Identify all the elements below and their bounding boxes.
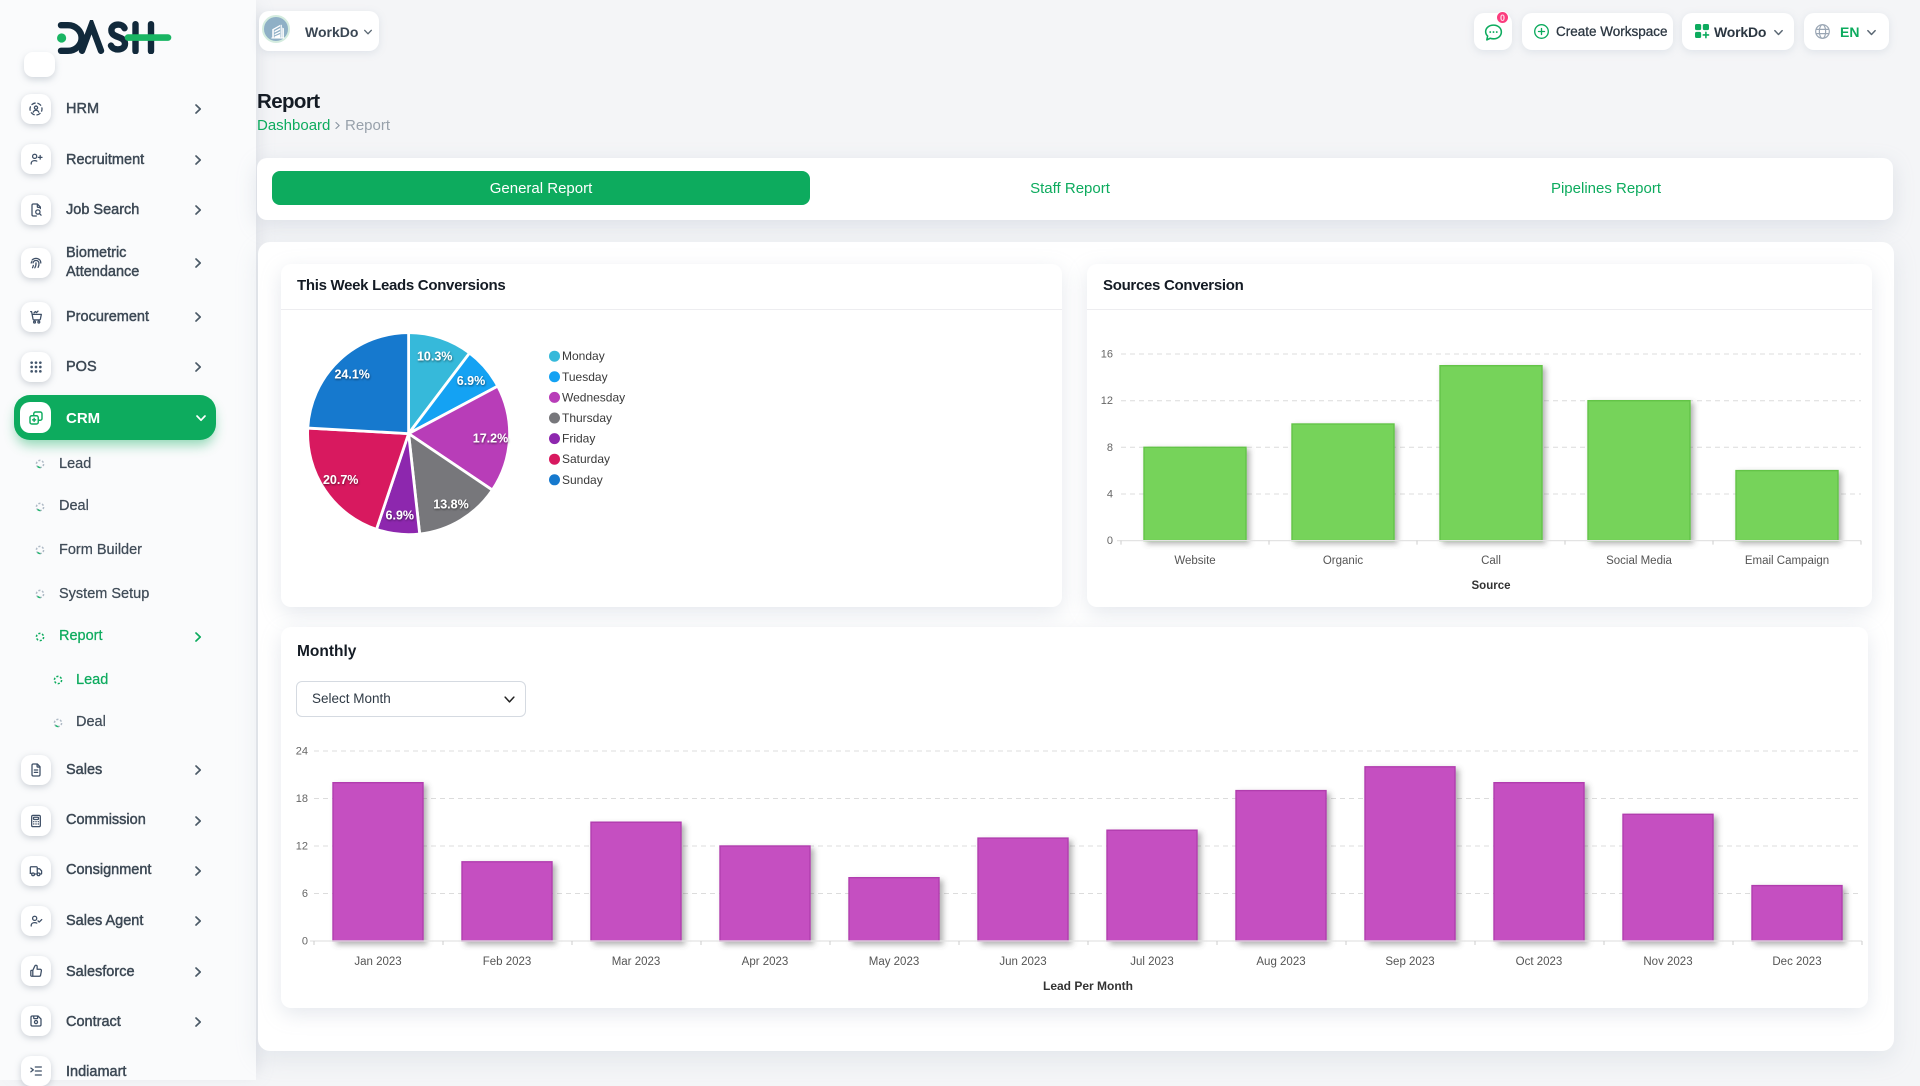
svg-text:May 2023: May 2023: [869, 956, 920, 968]
svg-text:Mar 2023: Mar 2023: [612, 956, 661, 968]
svg-text:16: 16: [1101, 349, 1113, 361]
svg-text:Jul 2023: Jul 2023: [1130, 956, 1173, 968]
svg-text:Friday: Friday: [562, 432, 595, 446]
svg-text:12: 12: [296, 841, 308, 853]
svg-text:12: 12: [1101, 395, 1113, 407]
svg-text:Lead Per Month: Lead Per Month: [1043, 979, 1133, 993]
svg-text:Tuesday: Tuesday: [562, 370, 608, 384]
svg-text:4: 4: [1107, 489, 1113, 501]
svg-text:Feb 2023: Feb 2023: [483, 956, 532, 968]
svg-text:20.7%: 20.7%: [323, 473, 358, 487]
svg-text:Thursday: Thursday: [562, 411, 612, 425]
svg-text:Call: Call: [1481, 555, 1501, 567]
svg-text:Oct 2023: Oct 2023: [1516, 956, 1563, 968]
svg-text:Dec 2023: Dec 2023: [1772, 956, 1821, 968]
svg-text:0: 0: [302, 936, 308, 948]
svg-text:Saturday: Saturday: [562, 452, 610, 466]
svg-text:6.9%: 6.9%: [457, 374, 486, 388]
svg-text:Social Media: Social Media: [1606, 555, 1672, 567]
svg-text:10.3%: 10.3%: [417, 349, 452, 363]
svg-text:Website: Website: [1174, 555, 1215, 567]
svg-text:8: 8: [1107, 442, 1113, 454]
svg-text:Jun 2023: Jun 2023: [999, 956, 1046, 968]
svg-text:13.8%: 13.8%: [433, 497, 468, 511]
svg-text:6: 6: [302, 888, 308, 900]
svg-text:Sep 2023: Sep 2023: [1385, 956, 1434, 968]
svg-text:Apr 2023: Apr 2023: [742, 956, 789, 968]
svg-text:Organic: Organic: [1323, 555, 1364, 567]
svg-text:Aug 2023: Aug 2023: [1256, 956, 1305, 968]
svg-text:Sunday: Sunday: [562, 473, 603, 487]
svg-text:0: 0: [1107, 535, 1113, 547]
svg-text:24: 24: [296, 746, 308, 758]
svg-text:24.1%: 24.1%: [334, 368, 369, 382]
svg-text:Email Campaign: Email Campaign: [1745, 555, 1829, 567]
svg-text:Jan 2023: Jan 2023: [354, 956, 401, 968]
svg-text:6.9%: 6.9%: [386, 509, 415, 523]
svg-text:Monday: Monday: [562, 349, 605, 363]
svg-text:17.2%: 17.2%: [473, 431, 508, 445]
svg-text:Nov 2023: Nov 2023: [1643, 956, 1692, 968]
svg-text:Source: Source: [1472, 580, 1511, 592]
svg-text:Wednesday: Wednesday: [562, 390, 625, 404]
svg-text:18: 18: [296, 793, 308, 805]
